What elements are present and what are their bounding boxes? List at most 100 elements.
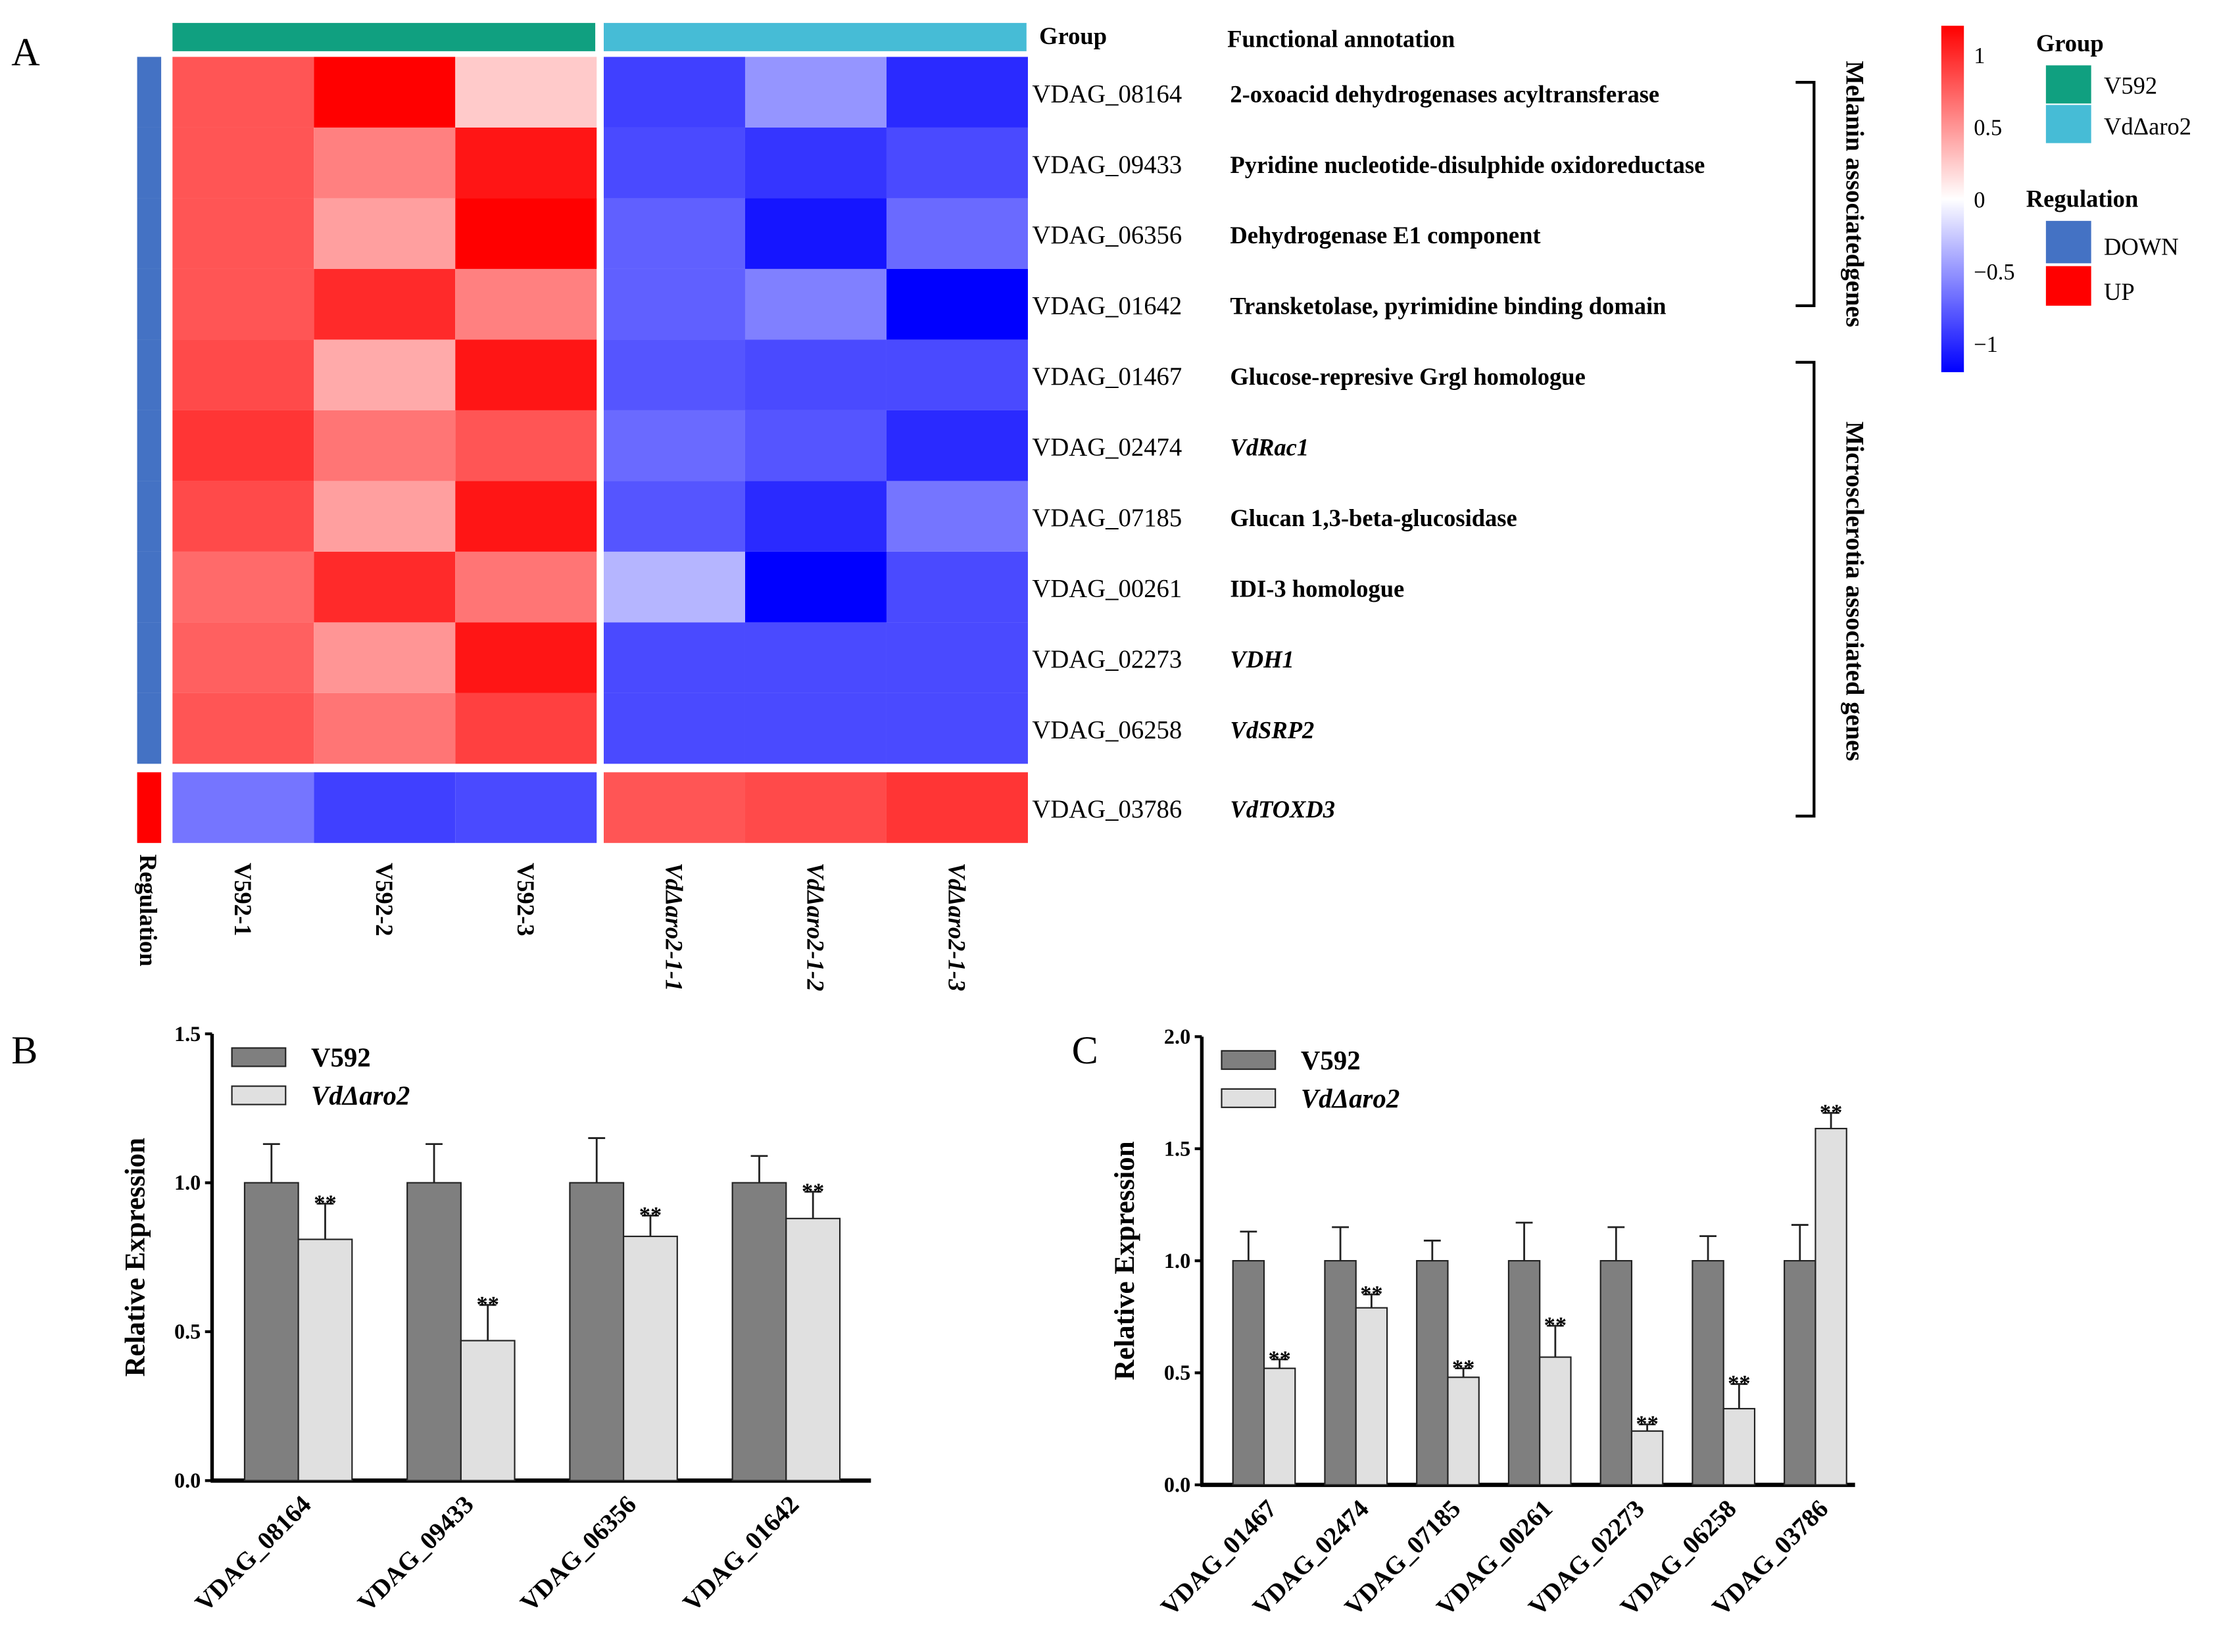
heatmap-cell [455,410,597,481]
significance-label: ** [1452,1355,1474,1380]
heatmap-cell [314,198,456,269]
bar-v592 [1507,1260,1541,1486]
significance-label: ** [1636,1412,1658,1437]
gene-id: VDAG_02273 [1032,646,1182,673]
heatmap-cell [603,57,745,128]
heatmap-cell [172,410,314,481]
heatmap-cell [172,772,314,843]
functional-annotation: Transketolase, pyrimidine binding domain [1230,293,1666,320]
y-tick-label: 2.0 [1164,1025,1190,1048]
panel-label-c: C [1072,1029,1098,1073]
regulation-cell [137,692,162,764]
heatmap-cell [455,481,597,552]
heatmap-cell [603,339,745,410]
heatmap: Group Functional annotation VDAG_08164 2-ox… [135,22,2191,991]
heatmap-cell [314,692,456,764]
bar-mutant [1355,1307,1388,1486]
y-tick-label: 0.5 [1164,1361,1190,1384]
gene-id: VDAG_08164 [1032,80,1182,108]
heatmap-cell [455,622,597,693]
x-tick-label: VDAG_09433 [353,1491,479,1617]
bracket-microsclerotia [1795,360,1816,818]
legend-label-up: UP [2104,278,2135,305]
heatmap-cell [455,198,597,269]
legend-label: V592 [311,1042,371,1072]
legend-label-v592: V592 [2104,72,2157,99]
gene-id: VDAG_06258 [1032,717,1182,744]
legend-swatch [1221,1050,1277,1070]
heatmap-cell [172,127,314,199]
heatmap-cell [455,772,597,843]
heatmap-cell [603,481,745,552]
y-tick-label: 1.0 [174,1171,201,1194]
functional-annotation: Glucose-represive Grgl homologue [1230,363,1585,390]
regulation-cell [137,772,162,843]
functional-annotation: VdTOXD3 [1230,796,1335,823]
heatmap-cell [455,339,597,410]
heatmap-cell [603,551,745,623]
bracket-label-microsclerotia: Microsclerotia associated genes [1841,422,1868,761]
x-tick-label: VDAG_08164 [190,1491,316,1617]
legend-label: VdΔaro2 [311,1081,410,1111]
bar-v592 [569,1182,625,1482]
regulation-cell [137,481,162,552]
bar-v592 [1692,1260,1724,1486]
heatmap-cell [314,127,456,199]
group-bar-mutant [603,22,1027,51]
bar-chart-b: 0.0 0.5 1.0 1.5 Relative Expression ** VDAG_08… [120,1022,871,1617]
heatmap-cell [603,127,745,199]
y-tick-label: 1.0 [1164,1249,1190,1273]
legend-swatch-v592 [2045,65,2091,104]
bar-mutant [1722,1407,1756,1486]
column-label: V592-2 [371,863,398,936]
column-label: V592-3 [512,863,539,936]
colorbar-tick-label: 0 [1974,187,1985,212]
significance-label: ** [639,1203,662,1228]
functional-annotation: Dehydrogenase E1 component [1230,222,1540,249]
heatmap-cell [172,692,314,764]
functional-annotation: VDH1 [1230,646,1294,673]
colorbar-tick-label: −1 [1974,332,1998,357]
annotation-header: Functional annotation [1227,25,1455,52]
heatmap-cell [744,410,887,481]
bar-v592 [1599,1260,1633,1486]
bar-v592 [731,1182,787,1482]
functional-annotation: IDI-3 homologue [1230,575,1404,602]
heatmap-cell [314,551,456,623]
heatmap-cell [314,57,456,128]
heatmap-cell [314,410,456,481]
legend-label: VdΔaro2 [1301,1084,1400,1113]
column-label: VdΔaro2-1-1 [661,863,688,991]
gene-id: VDAG_02474 [1032,434,1182,462]
gene-id: VDAG_03786 [1032,796,1182,823]
heatmap-cell [172,198,314,269]
heatmap-cell [455,268,597,340]
bar-v592 [1784,1260,1816,1486]
legend-label: V592 [1301,1046,1361,1075]
bar-mutant [623,1235,678,1482]
heatmap-cell [603,772,745,843]
heatmap-cell [886,127,1028,199]
gene-id: VDAG_01642 [1032,293,1182,320]
heatmap-cell [455,57,597,128]
bar-mutant [297,1238,353,1482]
regulation-cell [137,551,162,623]
heatmap-cell [886,57,1028,128]
heatmap-cell [603,198,745,269]
heatmap-cell [886,551,1028,623]
bracket-label-melanin: Melanin associatedgenes [1841,61,1868,327]
legend-group-title: Group [2036,30,2104,57]
functional-annotation: VdSRP2 [1230,717,1314,744]
heatmap-cell [172,481,314,552]
heatmap-cell [744,481,887,552]
heatmap-cell [744,198,887,269]
legend-regulation-title: Regulation [2026,185,2138,212]
x-tick-label: VDAG_01642 [678,1491,804,1617]
heatmap-cell [603,622,745,693]
heatmap-cell [886,481,1028,552]
significance-label: ** [1544,1313,1567,1338]
heatmap-cell [744,127,887,199]
group-header: Group [1039,22,1107,49]
significance-label: ** [477,1292,499,1317]
heatmap-cell [744,772,887,843]
